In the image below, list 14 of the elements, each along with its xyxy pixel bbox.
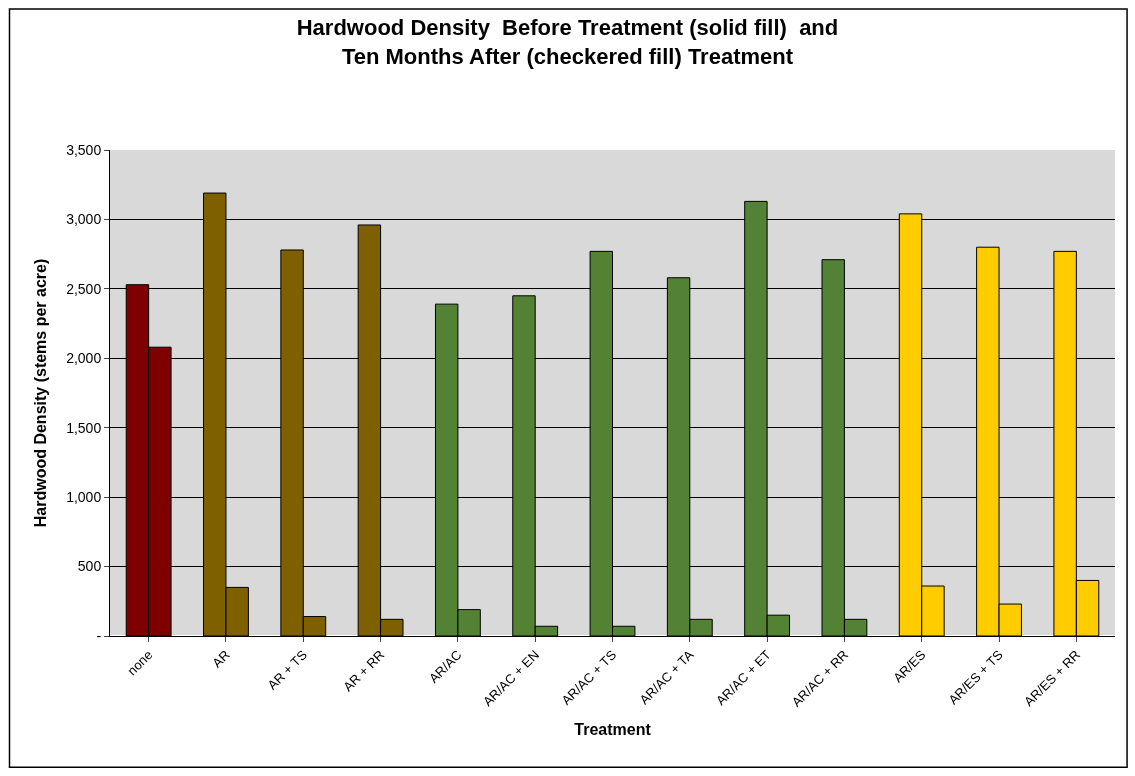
y-tick-label: 3,000: [66, 211, 102, 228]
y-tick-label: 2,000: [66, 350, 102, 367]
x-tick-label: AR: [209, 647, 233, 671]
y-axis-title: Hardwood Density (stems per acre): [32, 258, 50, 528]
x-tick-label: AR + TS: [264, 646, 311, 693]
y-tick-label: 3,500: [66, 141, 102, 158]
x-axis-title: Treatment: [574, 721, 652, 739]
x-tick-label: AR + RR: [340, 647, 388, 695]
y-tick-label: 1,500: [66, 419, 102, 436]
y-tick-label: 2,500: [66, 280, 102, 297]
y-tick-label: -: [96, 627, 102, 644]
y-tick-label: 1,000: [66, 489, 102, 506]
chart-title: Hardwood Density Before Treatment (solid fill) and Ten Months After (checkered fill) Treatment: [296, 14, 839, 69]
y-tick-label: 500: [77, 558, 102, 575]
